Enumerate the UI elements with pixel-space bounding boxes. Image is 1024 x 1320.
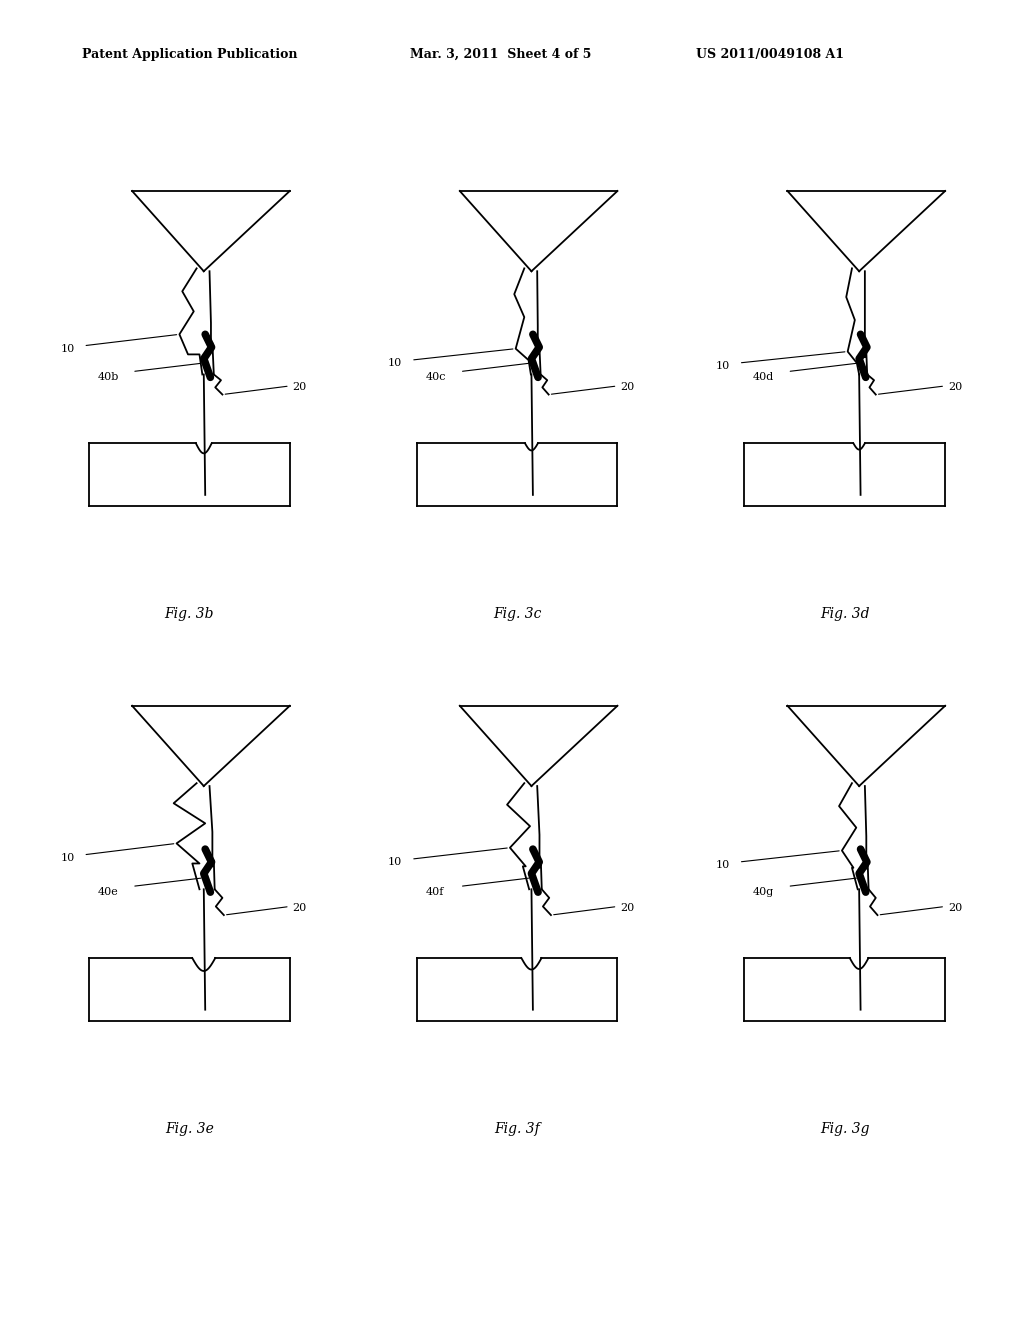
Text: Mar. 3, 2011  Sheet 4 of 5: Mar. 3, 2011 Sheet 4 of 5 [410, 48, 591, 61]
Text: Fig. 3c: Fig. 3c [493, 607, 542, 622]
Text: 20: 20 [621, 383, 635, 392]
Text: 40b: 40b [97, 372, 119, 383]
Text: 20: 20 [293, 383, 307, 392]
Text: Fig. 3g: Fig. 3g [820, 1122, 869, 1137]
Text: 10: 10 [388, 857, 402, 867]
Text: 40g: 40g [753, 887, 774, 898]
Text: 20: 20 [948, 903, 963, 913]
Text: 20: 20 [293, 903, 307, 913]
Text: 10: 10 [60, 343, 75, 354]
Text: 40d: 40d [753, 372, 774, 383]
Text: 10: 10 [388, 358, 402, 368]
Text: 20: 20 [621, 903, 635, 913]
Text: 40f: 40f [425, 887, 443, 898]
Text: Fig. 3b: Fig. 3b [165, 607, 214, 622]
Text: 40e: 40e [97, 887, 119, 898]
Text: Fig. 3d: Fig. 3d [820, 607, 869, 622]
Text: Fig. 3e: Fig. 3e [165, 1122, 214, 1137]
Text: US 2011/0049108 A1: US 2011/0049108 A1 [696, 48, 845, 61]
Text: 20: 20 [948, 383, 963, 392]
Text: 10: 10 [716, 360, 730, 371]
Text: 10: 10 [60, 853, 75, 863]
Text: Fig. 3f: Fig. 3f [495, 1122, 540, 1137]
Text: 10: 10 [716, 859, 730, 870]
Text: Patent Application Publication: Patent Application Publication [82, 48, 297, 61]
Text: 40c: 40c [425, 372, 445, 383]
